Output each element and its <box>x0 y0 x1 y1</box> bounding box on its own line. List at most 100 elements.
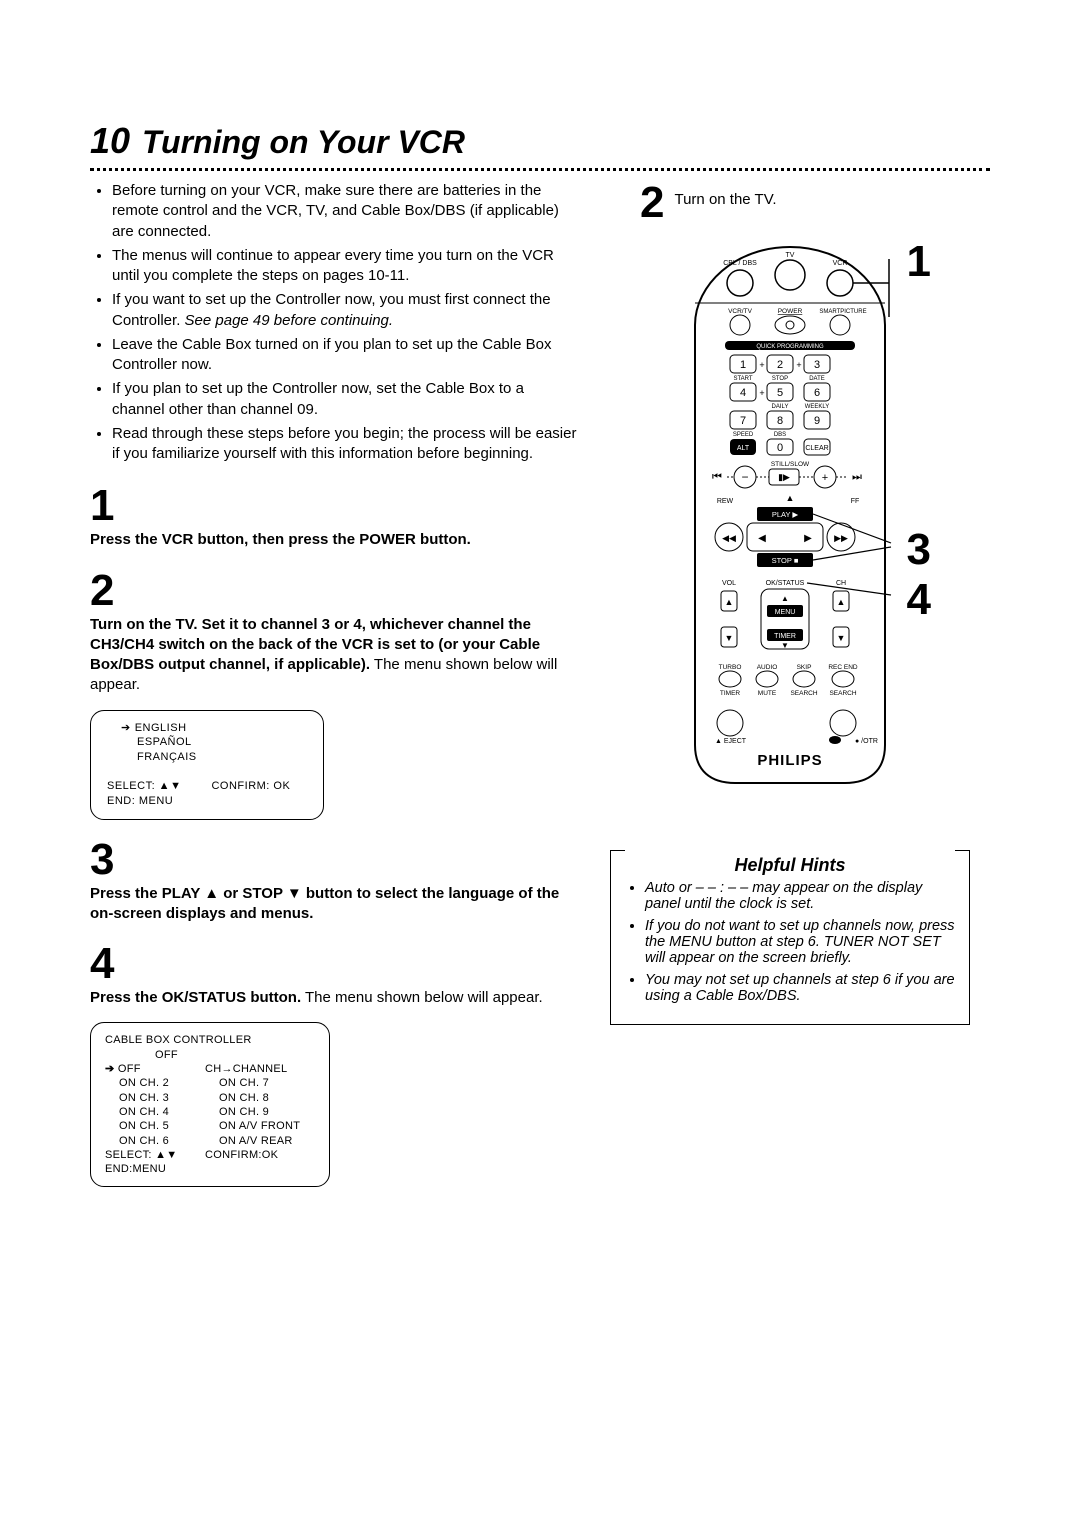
svg-text:OK/STATUS: OK/STATUS <box>766 580 805 587</box>
step-number-3: 3 <box>90 838 580 882</box>
svg-text:0: 0 <box>777 442 783 454</box>
step-2-text: Turn on the TV. Set it to channel 3 or 4… <box>90 615 580 696</box>
lang-item: ESPAÑOL <box>107 735 307 750</box>
svg-text:SEARCH: SEARCH <box>829 690 856 697</box>
svg-text:QUICK PROGRAMMING: QUICK PROGRAMMING <box>756 344 824 350</box>
svg-text:+: + <box>759 388 764 398</box>
intro-item: The menus will continue to appear every … <box>112 246 580 287</box>
svg-text:9: 9 <box>814 415 820 427</box>
menu-footer: SELECT: ▲▼ <box>107 779 181 794</box>
svg-text:CLEAR: CLEAR <box>805 445 828 452</box>
intro-item: Read through these steps before you begi… <box>112 424 580 465</box>
step-1-text: Press the VCR button, then press the POW… <box>90 530 580 550</box>
step-number-2: 2 <box>90 569 580 613</box>
svg-text:PLAY ▶: PLAY ▶ <box>772 510 800 519</box>
svg-text:DBS: DBS <box>774 432 786 438</box>
cable-menu: CABLE BOX CONTROLLER OFF ➔ OFF CH→CHANNE… <box>90 1022 330 1187</box>
hints-title: Helpful Hints <box>625 849 955 880</box>
manual-page: 10 Turning on Your VCR Before turning on… <box>90 120 990 1187</box>
svg-text:▮▶: ▮▶ <box>778 472 790 482</box>
intro-item: Leave the Cable Box turned on if you pla… <box>112 335 580 376</box>
svg-text:3: 3 <box>814 359 820 371</box>
svg-text:▼: ▼ <box>781 641 789 650</box>
hint-item: Auto or – – : – – may appear on the disp… <box>645 880 955 912</box>
svg-text:AUDIO: AUDIO <box>757 664 778 671</box>
right-step-2: 2 Turn on the TV. <box>600 181 980 225</box>
svg-text:REC END: REC END <box>828 664 858 671</box>
step-number-4: 4 <box>90 942 580 986</box>
callout-4: 4 <box>907 575 931 625</box>
svg-text:SEARCH: SEARCH <box>790 690 817 697</box>
svg-text:VCR/TV: VCR/TV <box>728 308 753 315</box>
selection-arrow-icon <box>121 722 135 734</box>
page-header: 10 Turning on Your VCR <box>90 120 990 162</box>
language-menu: ENGLISH ESPAÑOL FRANÇAIS SELECT: ▲▼ CONF… <box>90 710 324 820</box>
page-title: Turning on Your VCR <box>142 124 465 161</box>
svg-text:▲: ▲ <box>837 597 846 607</box>
label-cbl-dbs: CBL / DBS <box>723 260 757 267</box>
svg-text:▲ EJECT: ▲ EJECT <box>715 738 747 745</box>
svg-text:● /OTR: ● /OTR <box>855 738 878 745</box>
svg-text:VCR: VCR <box>833 260 848 267</box>
svg-text:MUTE: MUTE <box>758 690 777 697</box>
svg-text:4: 4 <box>740 387 746 399</box>
svg-text:5: 5 <box>777 387 783 399</box>
svg-text:ALT: ALT <box>737 445 750 452</box>
lang-item: FRANÇAIS <box>107 750 307 765</box>
svg-text:◀◀: ◀◀ <box>722 533 736 543</box>
helpful-hints: Helpful Hints Auto or – – : – – may appe… <box>610 850 970 1025</box>
intro-list: Before turning on your VCR, make sure th… <box>90 181 580 464</box>
svg-text:+: + <box>759 360 764 370</box>
svg-text:▲: ▲ <box>725 597 734 607</box>
svg-text:DATE: DATE <box>809 376 825 382</box>
svg-text:SKIP: SKIP <box>797 664 812 671</box>
left-column: Before turning on your VCR, make sure th… <box>90 181 600 1187</box>
svg-text:REW: REW <box>717 498 734 505</box>
svg-text:▶: ▶ <box>804 533 812 544</box>
svg-text:▶▶: ▶▶ <box>834 533 848 543</box>
svg-text:▲: ▲ <box>786 493 795 503</box>
svg-text:STOP: STOP <box>772 376 788 382</box>
svg-text:PHILIPS: PHILIPS <box>757 752 822 769</box>
svg-text:▲: ▲ <box>781 594 789 603</box>
right-column: 2 Turn on the TV. 1 3 4 CBL / DBS TV V <box>600 181 980 1025</box>
svg-text:+: + <box>822 472 828 484</box>
svg-text:CH: CH <box>836 580 846 587</box>
svg-text:▼: ▼ <box>725 633 734 643</box>
svg-text:STILL/SLOW: STILL/SLOW <box>771 461 810 468</box>
hint-item: You may not set up channels at step 6 if… <box>645 972 955 1004</box>
svg-text:−: − <box>741 470 748 484</box>
intro-item: Before turning on your VCR, make sure th… <box>112 181 580 242</box>
hint-item: If you do not want to set up channels no… <box>645 918 955 966</box>
svg-text:TIMER: TIMER <box>774 633 796 640</box>
svg-text:▼: ▼ <box>837 633 846 643</box>
svg-text:WEEKLY: WEEKLY <box>805 404 830 410</box>
lang-item: ENGLISH <box>107 721 307 736</box>
cable-menu-sub: OFF <box>105 1048 315 1062</box>
svg-text:TURBO: TURBO <box>719 664 742 671</box>
svg-text:8: 8 <box>777 415 783 427</box>
callout-3: 3 <box>907 525 931 575</box>
svg-text:START: START <box>733 376 752 382</box>
svg-text:VOL: VOL <box>722 580 736 587</box>
svg-text:SPEED: SPEED <box>733 432 754 438</box>
menu-footer: END: MENU <box>107 794 307 809</box>
svg-text:7: 7 <box>740 415 746 427</box>
intro-item: If you plan to set up the Controller now… <box>112 379 580 420</box>
page-number: 10 <box>90 120 130 162</box>
svg-text:STOP ■: STOP ■ <box>772 556 799 565</box>
svg-text:TIMER: TIMER <box>720 690 741 697</box>
svg-text:6: 6 <box>814 387 820 399</box>
svg-text:⏭: ⏭ <box>852 471 862 483</box>
svg-text:SMARTPICTURE: SMARTPICTURE <box>819 309 866 315</box>
remote-svg: CBL / DBS TV VCR VCR/TV POWER SMARTPICTU… <box>685 245 895 785</box>
svg-text:MENU: MENU <box>775 609 796 616</box>
step-text-right: Turn on the TV. <box>674 181 776 208</box>
svg-text:+: + <box>796 360 801 370</box>
svg-text:POWER: POWER <box>778 308 803 315</box>
step-number-right: 2 <box>640 181 664 225</box>
svg-text:TV: TV <box>786 252 795 259</box>
intro-item: If you want to set up the Controller now… <box>112 290 580 331</box>
svg-text:DAILY: DAILY <box>772 404 789 410</box>
cable-menu-title: CABLE BOX CONTROLLER <box>105 1033 315 1047</box>
